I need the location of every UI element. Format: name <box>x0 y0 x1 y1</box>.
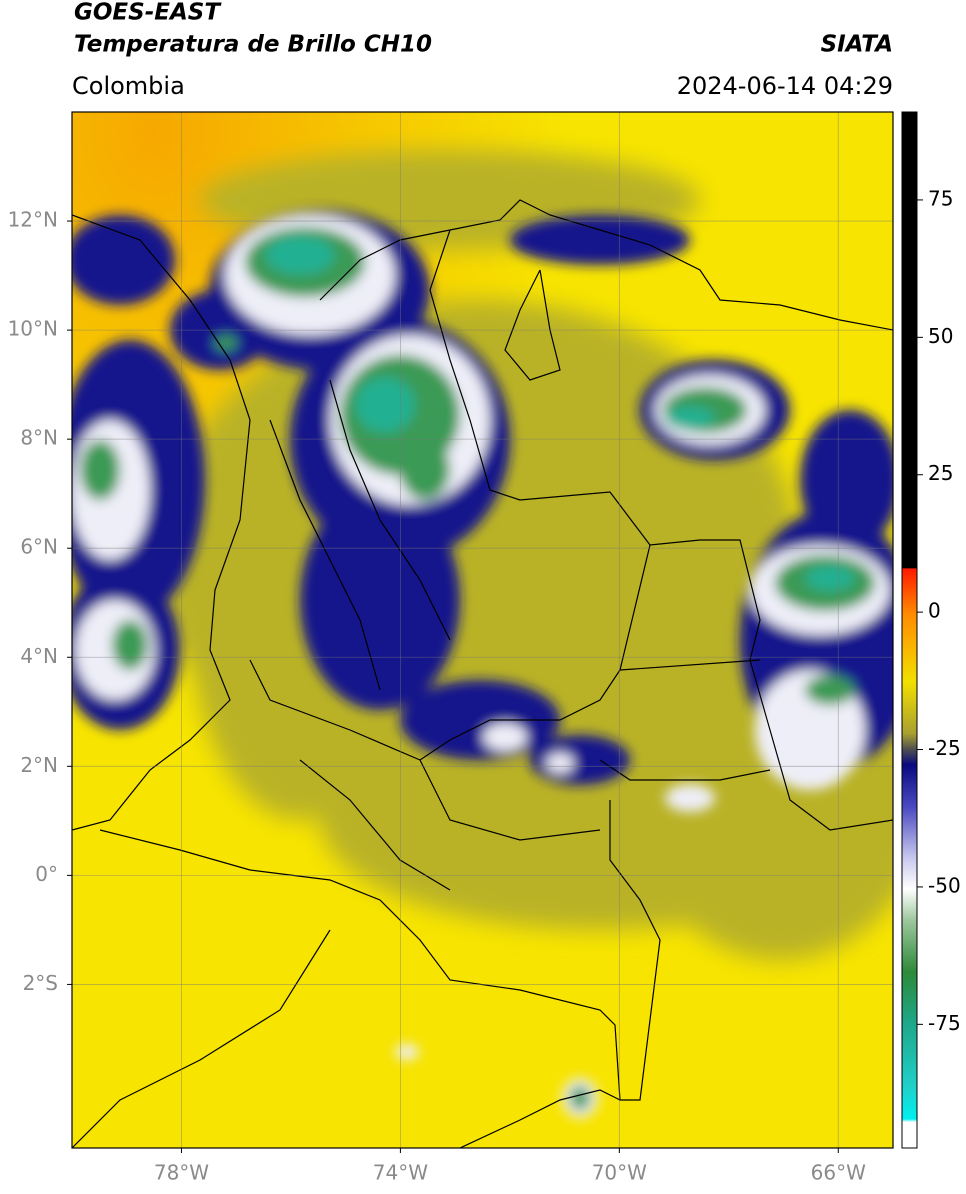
lon-tick-label: 78°W <box>154 1161 209 1185</box>
source: SIATA <box>821 32 893 58</box>
map-frame <box>71 111 894 1149</box>
colorbar-tick-label: 75 <box>928 186 953 210</box>
lat-tick-label: 12°N <box>8 208 58 232</box>
lat-tick-label: 0° <box>35 862 58 886</box>
lat-tick-label: 2°N <box>20 753 58 777</box>
colorbar <box>901 111 918 1149</box>
colorbar-tick-label: 0 <box>928 599 941 623</box>
title: Temperatura de Brillo CH10 <box>74 32 432 58</box>
satellite-image <box>72 112 893 1148</box>
lon-tick-label: 70°W <box>592 1161 647 1185</box>
region: Colombia <box>72 72 185 100</box>
lat-tick-label: 4°N <box>20 644 58 668</box>
lat-tick-label: 6°N <box>20 535 58 559</box>
colorbar-tick-label: 25 <box>928 461 953 485</box>
colorbar-tick-label: 50 <box>928 324 953 348</box>
graticule <box>72 112 893 1148</box>
colorbar-tick-label: -50 <box>928 873 961 897</box>
datetime: 2024-06-14 04:29 <box>677 72 893 100</box>
lon-tick-label: 74°W <box>373 1161 428 1185</box>
colorbar-tick-label: -75 <box>928 1011 961 1035</box>
lat-tick-label: 8°N <box>20 426 58 450</box>
lat-tick-label: 2°S <box>23 971 58 995</box>
colorbar-tick-label: -25 <box>928 736 961 760</box>
lon-tick-label: 66°W <box>811 1161 866 1185</box>
lat-tick-label: 10°N <box>8 317 58 341</box>
title: GOES-EAST <box>74 0 222 26</box>
